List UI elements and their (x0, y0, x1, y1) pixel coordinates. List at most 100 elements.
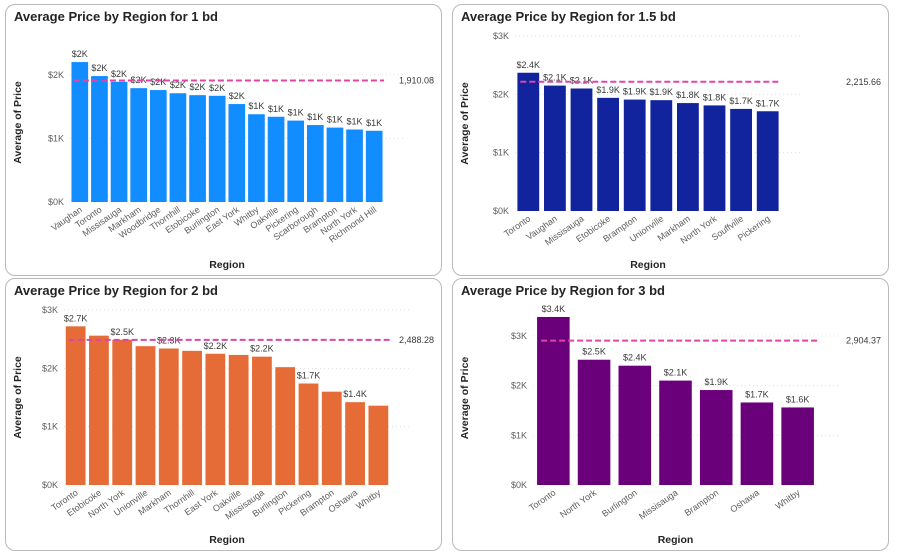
bar (577, 359, 611, 485)
data-label: $1.4K (343, 389, 367, 399)
bar (346, 129, 363, 202)
data-label: $1.7K (745, 389, 769, 399)
data-label: $2K (229, 91, 245, 101)
bar (112, 339, 133, 485)
data-label: $1.9K (596, 85, 620, 95)
bar (228, 354, 249, 485)
chart-card-1-5bd[interactable]: Average Price by Region for 1.5 bd $0K $1… (452, 4, 889, 276)
bar-chart-1-5bd: $0K$1K$2K$3K$2.4KToronto$2.1KVaughan$2.1… (459, 31, 881, 271)
x-axis-title: Region (630, 259, 666, 271)
data-label: $2.5K (582, 347, 606, 357)
data-label: $1K (268, 104, 284, 114)
bar (298, 383, 319, 485)
y-axis-title: Average of Price (12, 81, 24, 164)
y-tick-label: $3K (493, 31, 509, 41)
x-tick-label: North York (558, 487, 599, 520)
x-tick-label: Whitby (774, 487, 803, 511)
x-axis-title: Region (209, 534, 245, 546)
x-tick-label: Whitby (354, 487, 383, 511)
x-tick-label: Oshawa (728, 487, 761, 514)
bar (618, 365, 652, 485)
data-label: $2K (91, 63, 107, 73)
bar (248, 114, 265, 202)
data-label: $2K (209, 83, 225, 93)
data-label: $1K (327, 115, 343, 125)
bar (570, 88, 593, 211)
x-axis-title: Region (209, 259, 245, 271)
bar (623, 99, 646, 211)
reference-line-label: 2,904.37 (846, 336, 881, 346)
y-tick-label: $1K (48, 133, 64, 143)
reference-line-label: 2,488.28 (399, 335, 434, 345)
bar (205, 353, 226, 485)
data-label: $2K (72, 49, 88, 59)
x-tick-label: Burlington (600, 487, 639, 518)
data-label: $1.8K (676, 90, 700, 100)
bar (326, 127, 344, 202)
x-tick-label: Toronto (527, 487, 557, 512)
bar (368, 405, 389, 485)
y-axis-title: Average of Price (459, 357, 471, 440)
data-label: $1K (248, 101, 264, 111)
bar (208, 95, 226, 202)
data-label: $2.4K (623, 353, 647, 363)
data-label: $2.1K (664, 368, 688, 378)
data-label: $2.1K (570, 76, 594, 86)
reference-line-label: 1,910.08 (399, 76, 434, 86)
data-label: $1.9K (623, 87, 647, 97)
bar (740, 402, 774, 485)
data-label: $1K (347, 116, 363, 126)
bar (275, 367, 296, 485)
data-label: $1.7K (729, 96, 753, 106)
bar (699, 390, 733, 485)
bar (169, 93, 187, 202)
chart-title: Average Price by Region for 2 bd (14, 283, 218, 298)
data-label: $2.2K (204, 341, 228, 351)
data-label: $1.8K (703, 92, 727, 102)
chart-card-3bd[interactable]: Average Price by Region for 3 bd $0K $1K $… (452, 278, 889, 551)
bar-chart-2bd: $0K$1K$2K$3K$2.7KTorontoEtobicoke$2.5KNo… (12, 305, 434, 546)
y-tick-label: $0K (42, 480, 58, 490)
data-label: $2.7K (64, 313, 88, 323)
bar (65, 326, 86, 485)
data-label: $1.7K (756, 98, 780, 108)
bar (149, 90, 167, 202)
bar (321, 391, 342, 485)
y-tick-label: $1K (42, 422, 58, 432)
data-label: $1.7K (297, 371, 321, 381)
chart-card-2bd[interactable]: Average Price by Region for 2 bd $0K $1K $… (5, 278, 442, 551)
bar (130, 88, 148, 202)
data-label: $2.4K (517, 60, 541, 70)
y-tick-label: $2K (493, 89, 509, 99)
x-tick-label: Brampton (683, 487, 721, 518)
bar (287, 120, 305, 202)
bar (71, 62, 89, 202)
data-label: $1K (307, 112, 323, 122)
bar-chart-3bd: $0K $1K $2K $3K $3.4K Toronto $2.5K North York $… (459, 304, 881, 546)
data-label: $2.1K (543, 73, 567, 83)
bar (228, 104, 246, 202)
data-label: $2.5K (110, 327, 134, 337)
bar (676, 103, 699, 211)
data-label: $2K (150, 77, 166, 87)
bar (730, 108, 753, 211)
data-label: $1K (288, 108, 304, 118)
y-axis-title: Average of Price (12, 356, 24, 439)
bar-chart-1bd: $0K$1K$2K$2KVaughan$2KToronto$2KMissisau… (12, 49, 434, 271)
chart-card-1bd[interactable]: Average Price by Region for 1 bd $0K $1K $… (5, 4, 442, 276)
bar (650, 100, 673, 211)
bar (597, 97, 620, 211)
reference-line-label: 2,215.66 (846, 77, 881, 87)
y-tick-label: $2K (48, 70, 64, 80)
y-tick-label: $2K (42, 363, 58, 373)
data-label: $2K (170, 80, 186, 90)
bar (756, 111, 779, 211)
y-tick-label: $2K (511, 381, 527, 391)
chart-title: Average Price by Region for 3 bd (461, 283, 665, 298)
data-label: $1.9K (650, 87, 674, 97)
data-label: $1K (366, 118, 382, 128)
x-tick-label: Missisauga (637, 487, 680, 521)
bar (182, 350, 202, 485)
bar (781, 407, 814, 485)
bar (252, 356, 272, 485)
